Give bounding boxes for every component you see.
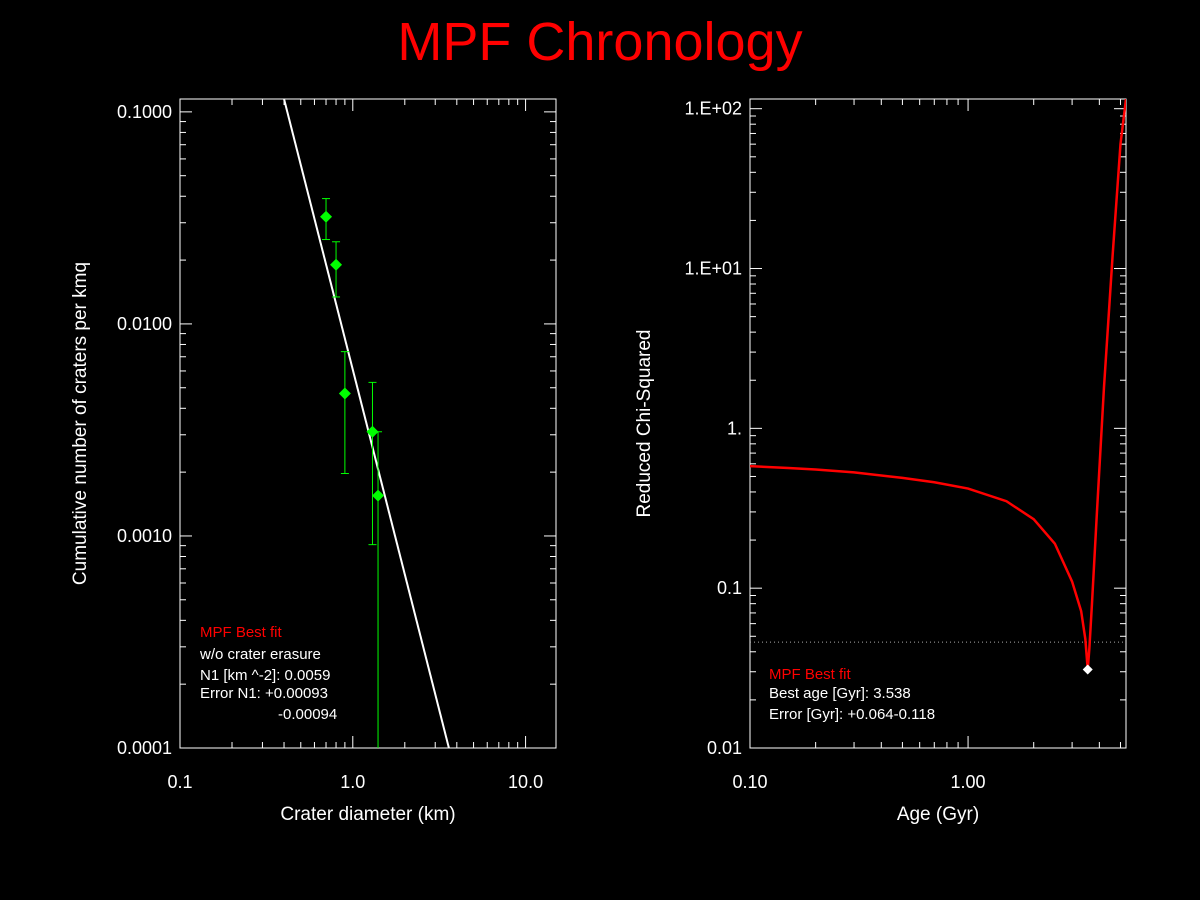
chi-x-tick-label: 0.10 (732, 772, 767, 792)
crater-x-tick-label: 0.1 (167, 772, 192, 792)
chi-squared-plot: 0.10 1.00 0.01 0.1 1. 1.E+01 1.E+02 Age (Gyr) Re… (634, 98, 1127, 825)
crater-legend-line: -0.00094 (278, 706, 337, 723)
chi-legend-line: Error [Gyr]: +0.064-0.118 (769, 706, 935, 723)
crater-y-tick-label: 0.0001 (117, 738, 172, 758)
crater-data-point (366, 425, 379, 438)
chi-y-axis-label: Reduced Chi-Squared (634, 329, 655, 517)
crater-y-tick-label: 0.0100 (117, 314, 172, 334)
crater-legend-line: Error N1: +0.00093 (200, 685, 328, 702)
crater-legend-line: N1 [km ^-2]: 0.0059 (200, 667, 330, 684)
crater-data-point (320, 210, 333, 223)
crater-x-axis-label: Crater diameter (km) (280, 804, 455, 825)
crater-legend-title: MPF Best fit (200, 624, 283, 641)
crater-x-tick-label: 1.0 (340, 772, 365, 792)
crater-y-axis-label: Cumulative number of craters per kmq (70, 262, 91, 585)
chi-y-tick-label: 1. (727, 418, 742, 438)
chi-y-tick-label: 0.01 (707, 738, 742, 758)
crater-axes-frame (179, 98, 557, 749)
chi-best-age-marker (1082, 664, 1093, 675)
chi-axes-frame (749, 98, 1127, 749)
chi-x-axis-label: Age (Gyr) (897, 804, 979, 825)
chi-y-tick-label: 1.E+01 (684, 259, 742, 279)
chi-y-tick-label: 0.1 (717, 578, 742, 598)
crater-legend-line: w/o crater erasure (199, 646, 321, 663)
crater-size-frequency-plot: 0.1 1.0 10.0 0.0001 0.0010 0.0100 0.1000 Crater… (70, 98, 557, 825)
chi-x-tick-label: 1.00 (951, 772, 986, 792)
crater-y-tick-label: 0.1000 (117, 102, 172, 122)
figure-title: MPF Chronology (397, 12, 802, 72)
crater-y-tick-label: 0.0010 (117, 526, 172, 546)
chi-squared-curve (750, 99, 1126, 670)
chi-y-tick-label: 1.E+02 (684, 99, 742, 119)
crater-x-tick-label: 10.0 (508, 772, 543, 792)
crater-data-point (330, 258, 343, 271)
crater-data-point (338, 387, 351, 400)
chi-legend-line: Best age [Gyr]: 3.538 (769, 685, 911, 702)
chi-legend-title: MPF Best fit (769, 666, 852, 683)
production-function-fit-line (283, 99, 450, 748)
crater-data-point (372, 489, 385, 502)
